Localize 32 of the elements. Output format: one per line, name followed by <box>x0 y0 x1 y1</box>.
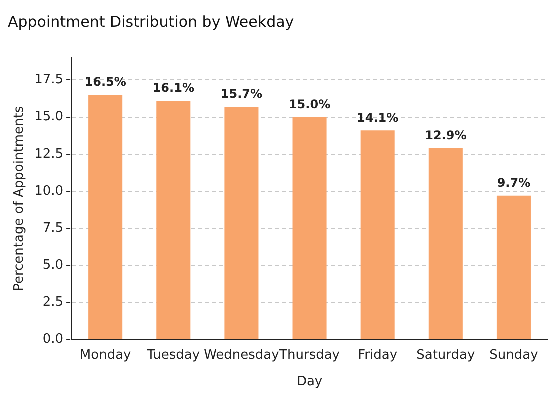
bar <box>360 130 395 340</box>
x-tick-label: Thursday <box>278 348 340 363</box>
x-axis-title: Day <box>296 374 323 390</box>
data-label: 15.0% <box>288 97 331 112</box>
bar <box>156 101 191 340</box>
bar <box>88 95 123 340</box>
y-tick-label: 2.5 <box>42 295 64 310</box>
bar <box>292 117 327 340</box>
bar <box>224 106 259 340</box>
data-label: 15.7% <box>220 87 263 102</box>
data-label: 12.9% <box>425 128 467 143</box>
y-tick-label: 7.5 <box>42 220 64 236</box>
y-tick-label: 17.5 <box>34 72 64 88</box>
data-label: 14.1% <box>357 110 399 125</box>
bar <box>496 196 531 340</box>
x-tick-label: Monday <box>80 348 132 363</box>
y-axis-title: Percentage of Appointments <box>12 106 28 292</box>
x-tick-label: Sunday <box>490 348 539 363</box>
y-tick-label: 0.0 <box>42 332 64 348</box>
chart-title: Appointment Distribution by Weekday <box>8 12 294 31</box>
x-tick-label: Wednesday <box>204 348 280 363</box>
x-tick-label: Friday <box>358 348 398 363</box>
data-label: 16.5% <box>84 75 126 90</box>
y-tick-label: 12.5 <box>34 146 64 162</box>
y-tick-label: 5.0 <box>42 258 64 274</box>
y-tick-label: 15.0 <box>34 110 64 125</box>
data-label: 16.1% <box>152 81 194 96</box>
x-tick-label: Tuesday <box>146 348 200 363</box>
bar <box>428 148 463 340</box>
x-tick-label: Saturday <box>416 348 476 363</box>
data-label: 9.7% <box>497 176 531 190</box>
y-tick-label: 10.0 <box>34 184 64 199</box>
